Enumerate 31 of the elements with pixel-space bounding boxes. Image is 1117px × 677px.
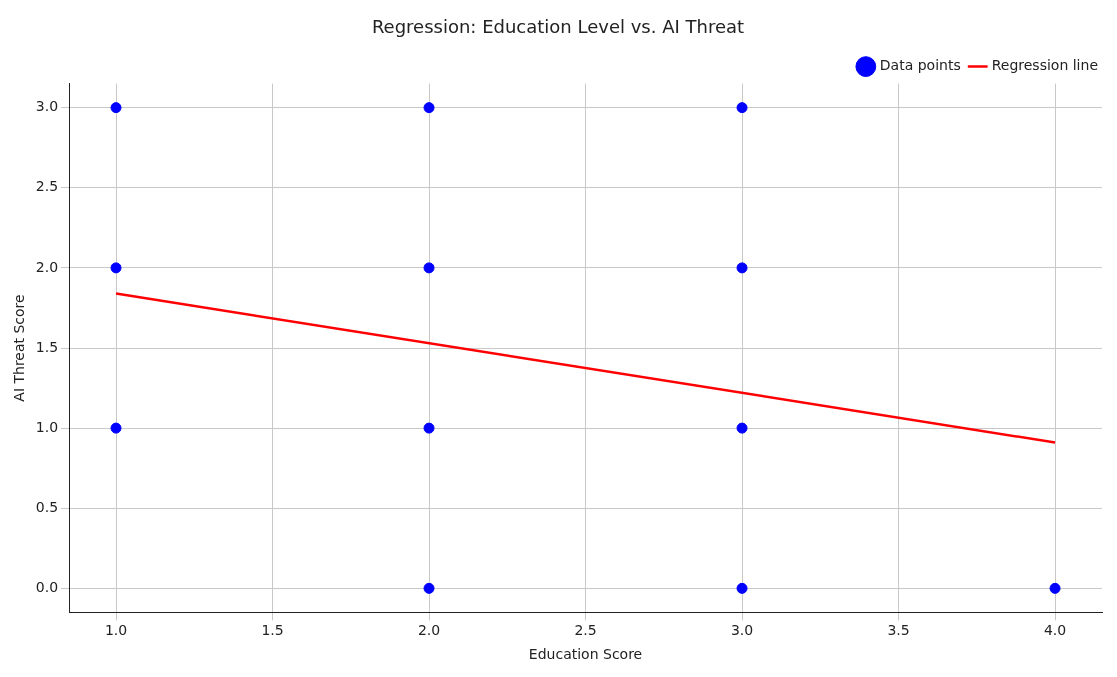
legend-label: Data points	[879, 57, 961, 74]
y-tick-label: 0.0	[35, 579, 59, 595]
point	[736, 262, 748, 274]
x-tick-label: 1.0	[104, 622, 128, 639]
x-axis-title: Education Score	[528, 646, 643, 663]
point	[1049, 582, 1061, 594]
point	[423, 582, 435, 594]
point	[423, 102, 435, 114]
y-tick-label: 1.5	[35, 338, 59, 355]
point	[110, 262, 122, 274]
legend-label: Regression line	[991, 57, 1098, 74]
y-axis-title: AI Threat Score	[11, 294, 28, 402]
point	[736, 102, 748, 114]
x-tick-label: 2.0	[417, 622, 441, 639]
point	[110, 422, 122, 434]
point	[736, 422, 748, 434]
y-tick-label: 2.0	[35, 258, 59, 275]
x-tick-label: 3.0	[730, 622, 754, 639]
x-tick-label: 4.0	[1043, 622, 1067, 639]
point	[736, 582, 748, 594]
chart-title: Regression: Education Level vs. AI Threat	[371, 16, 745, 38]
y-tick-label: 3.0	[35, 98, 59, 115]
point	[110, 102, 122, 114]
y-tick-label: 2.5	[35, 178, 59, 195]
point	[423, 422, 435, 434]
point	[423, 262, 435, 274]
y-tick-label: 0.5	[35, 498, 59, 515]
x-tick-label: 2.5	[574, 622, 597, 639]
x-tick-label: 3.5	[887, 622, 910, 639]
x-tick-label: 1.5	[261, 622, 284, 639]
y-tick-label: 1.0	[35, 418, 59, 435]
